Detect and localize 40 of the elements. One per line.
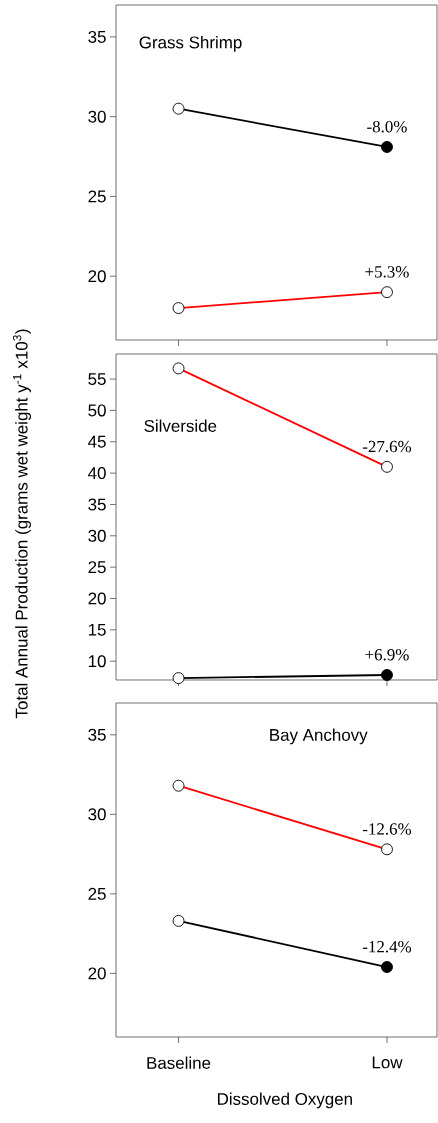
point bbox=[172, 302, 185, 315]
x-tick-label: Low bbox=[372, 1056, 403, 1069]
text: Silverside bbox=[144, 419, 217, 432]
y-tick-label: 55 bbox=[88, 373, 106, 385]
point bbox=[172, 362, 185, 375]
y-tick-label: 20 bbox=[88, 592, 106, 605]
text: Bay Anchovy bbox=[270, 728, 368, 745]
y-tick-label: 40 bbox=[88, 467, 106, 480]
point bbox=[381, 286, 393, 299]
y-tick-label: 10 bbox=[88, 655, 106, 668]
y-axis-title: Total Annual Production (grams wet weight y$^{-1}$ x10$^{3}$) bbox=[12, 329, 31, 719]
annotation: -12.6% bbox=[362, 823, 412, 835]
text: Grass Shrimp bbox=[139, 35, 242, 52]
annotation: -12.4% bbox=[362, 940, 412, 953]
y-tick-label: 25 bbox=[88, 190, 106, 203]
x-axis-title: Dissolved Oxygen bbox=[217, 1092, 352, 1109]
y-tick-label: 20 bbox=[88, 270, 106, 283]
point bbox=[381, 460, 393, 473]
y-tick-label: 35 bbox=[88, 30, 106, 43]
y-tick-label: 35 bbox=[88, 728, 106, 741]
annotation: +6.9% bbox=[365, 648, 409, 661]
annotation: +5.3% bbox=[365, 266, 409, 278]
x-tick-label: Baseline bbox=[147, 1056, 211, 1069]
point bbox=[381, 961, 393, 973]
annotation: -8.0% bbox=[367, 120, 407, 133]
y-tick-label: 45 bbox=[88, 435, 106, 448]
y-tick-label: 15 bbox=[88, 623, 106, 636]
annotation: -27.6% bbox=[362, 440, 412, 453]
y-tick-label: 20 bbox=[88, 967, 106, 980]
y-tick-label: 50 bbox=[88, 404, 106, 417]
y-tick-label: 30 bbox=[88, 110, 106, 123]
point bbox=[381, 669, 393, 681]
point bbox=[381, 141, 393, 153]
y-tick-label: 25 bbox=[88, 887, 106, 900]
point bbox=[172, 779, 185, 792]
y-tick-label: 30 bbox=[88, 529, 106, 542]
y-tick-label: 30 bbox=[88, 808, 106, 821]
y-tick-label: 25 bbox=[88, 561, 106, 574]
y-tick-label: 35 bbox=[88, 498, 106, 511]
point bbox=[381, 843, 393, 856]
